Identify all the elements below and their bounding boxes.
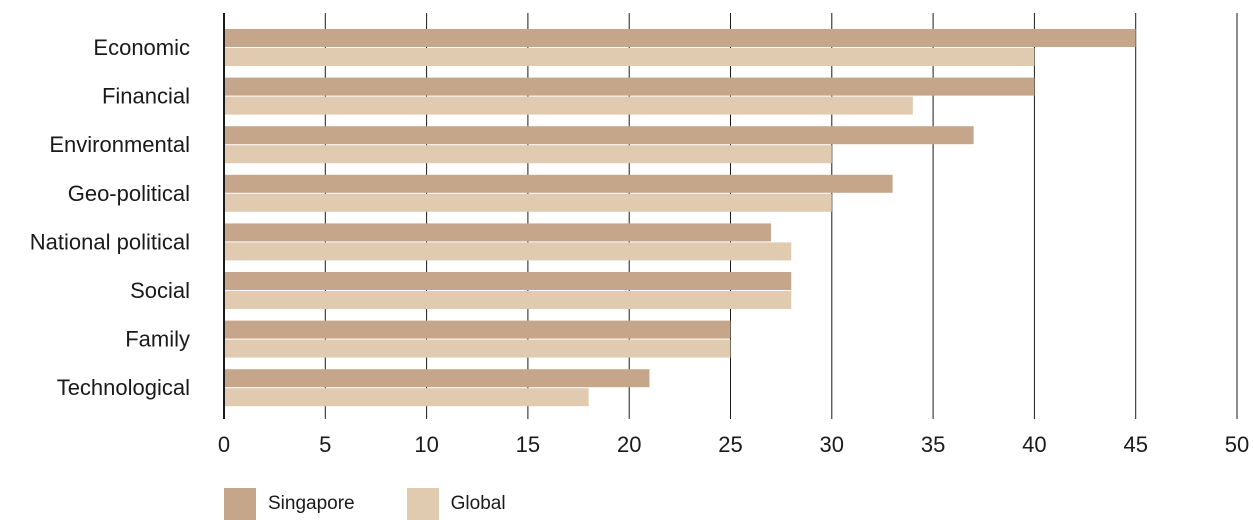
- bar-chart: Economic Financial Environmental Geo-politi…: [30, 13, 1249, 457]
- category-label: Social: [130, 278, 190, 303]
- bar-global-national-political: [224, 242, 792, 261]
- x-tick-label: 35: [921, 432, 945, 457]
- category-label: Financial: [102, 84, 190, 109]
- bar-singapore-financial: [224, 77, 1035, 96]
- bar-global-financial: [224, 96, 913, 115]
- x-axis-tick-labels: 0 5 10 15 20 25 30 35 40 45 50: [218, 432, 1249, 457]
- bar-global-economic: [224, 48, 1035, 66]
- bar-global-geo-political: [224, 193, 832, 212]
- x-tick-label: 10: [414, 432, 438, 457]
- legend-swatch-global: [406, 488, 439, 520]
- category-label: National political: [30, 229, 190, 254]
- legend-label-global: Global: [450, 493, 506, 514]
- bar-singapore-environmental: [224, 126, 974, 145]
- grid-lines: [324, 13, 1238, 419]
- x-tick-label: 0: [218, 432, 230, 457]
- bar-global-environmental: [224, 145, 832, 164]
- bar-global-social: [224, 291, 792, 309]
- bar-singapore-family: [224, 320, 731, 339]
- category-label: Environmental: [49, 132, 190, 157]
- category-label: Economic: [93, 35, 190, 60]
- bar-singapore-national-political: [224, 223, 772, 242]
- legend: Singapore Global: [224, 488, 558, 520]
- x-tick-label: 50: [1225, 432, 1249, 457]
- bar-singapore-social: [224, 272, 792, 290]
- bars: [224, 29, 1136, 407]
- legend-item-singapore: Singapore: [224, 488, 355, 520]
- legend-item-global: Global: [406, 488, 506, 520]
- x-tick-label: 30: [820, 432, 844, 457]
- x-tick-label: 20: [617, 432, 641, 457]
- category-label: Family: [125, 327, 190, 352]
- x-tick-label: 15: [516, 432, 540, 457]
- category-label: Geo-political: [68, 181, 190, 206]
- bar-global-technological: [224, 388, 589, 407]
- bar-singapore-technological: [224, 369, 650, 388]
- x-tick-label: 45: [1123, 432, 1147, 457]
- bar-singapore-economic: [224, 29, 1136, 47]
- bar-global-family: [224, 339, 731, 358]
- x-tick-label: 25: [718, 432, 742, 457]
- legend-swatch-singapore: [224, 488, 256, 520]
- category-label: Technological: [57, 375, 190, 400]
- bar-singapore-geo-political: [224, 174, 893, 193]
- category-labels: Economic Financial Environmental Geo-politi…: [30, 35, 190, 400]
- x-tick-label: 5: [319, 432, 331, 457]
- legend-label-singapore: Singapore: [268, 493, 355, 514]
- x-tick-label: 40: [1022, 432, 1046, 457]
